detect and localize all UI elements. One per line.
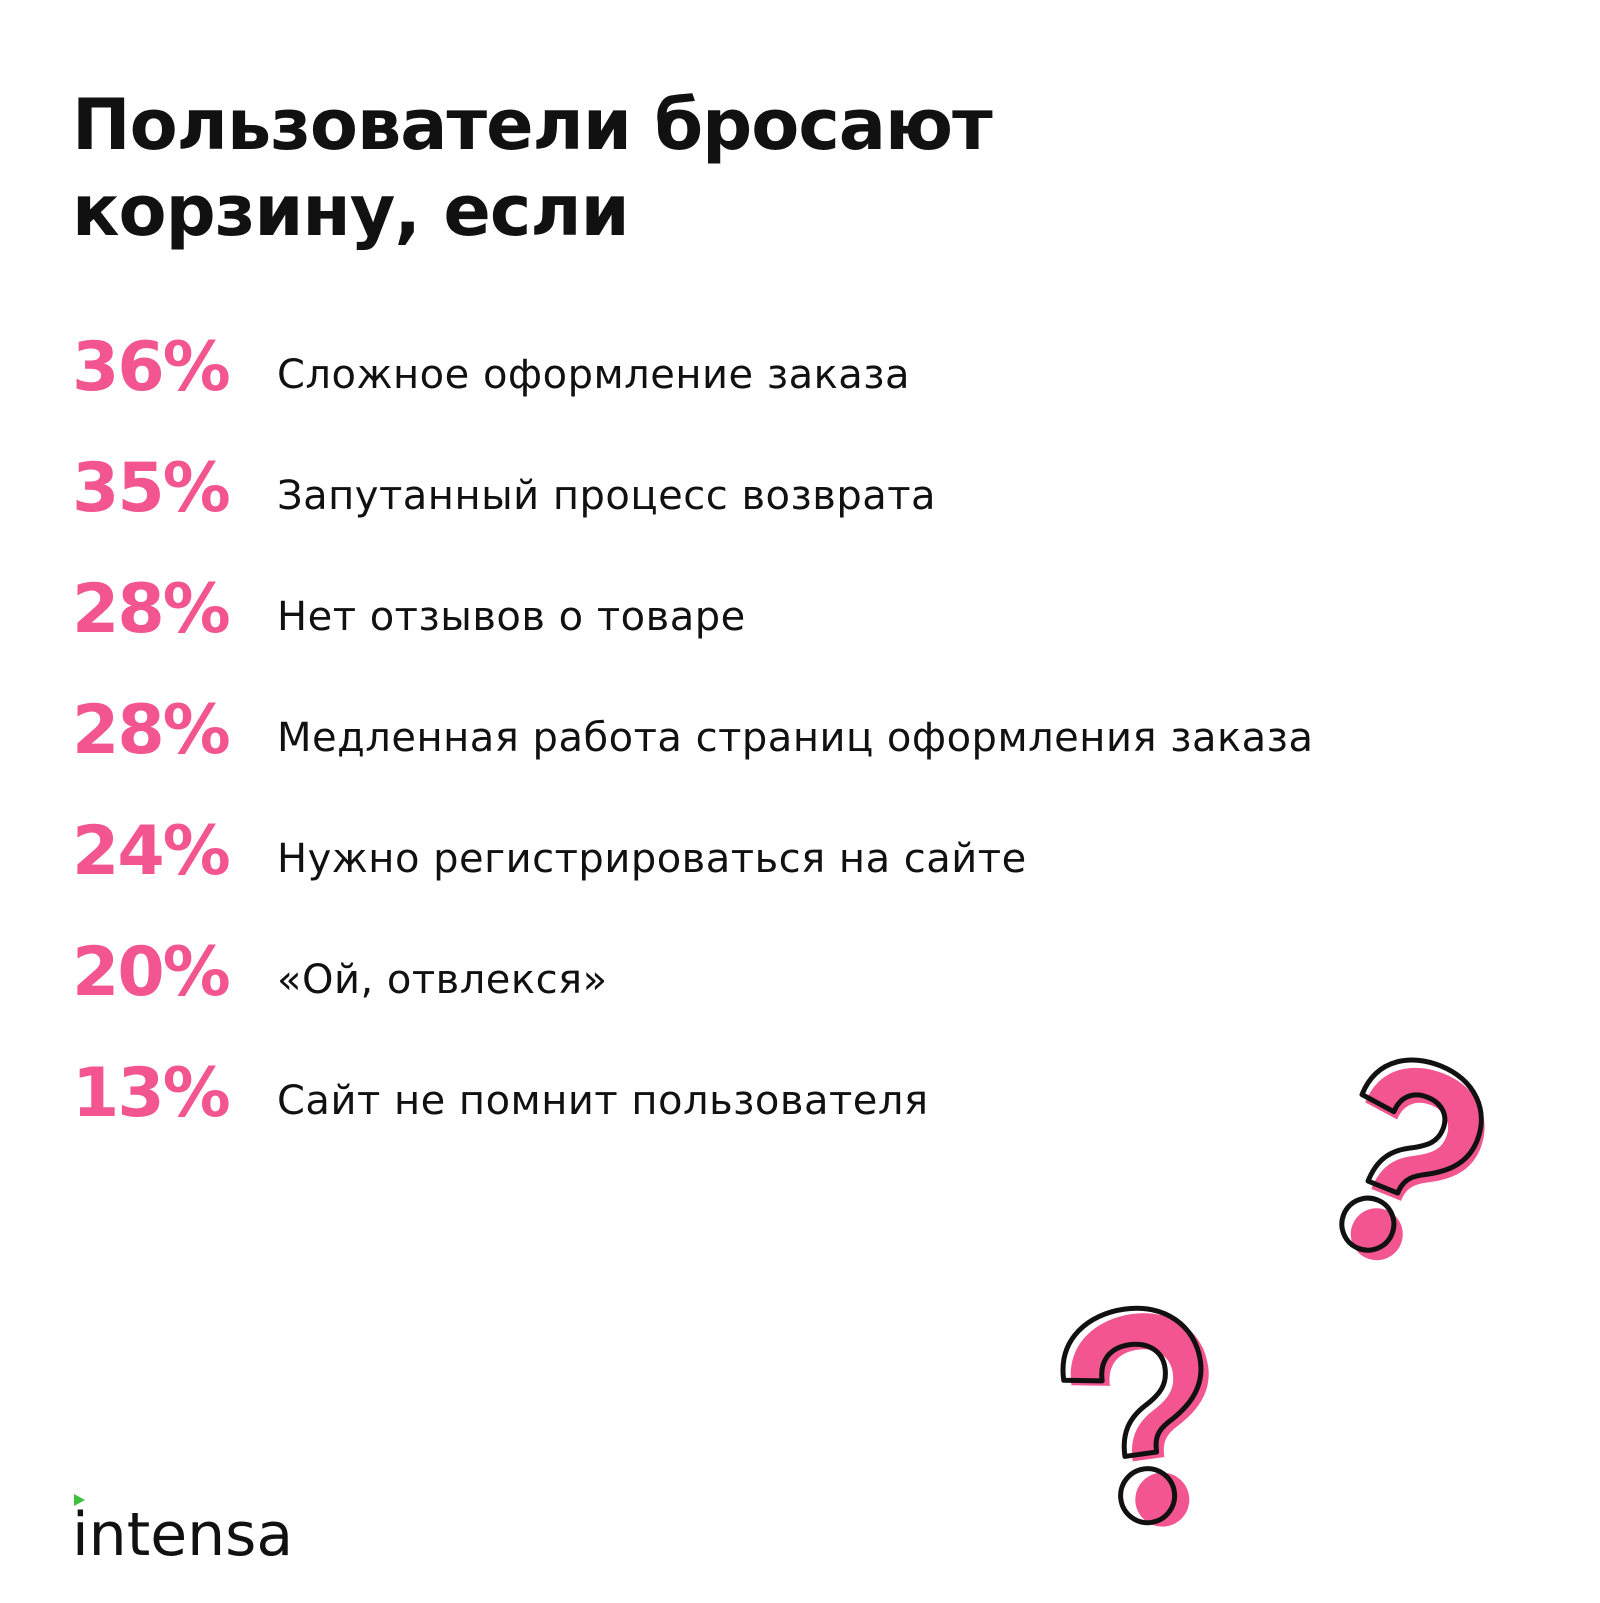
stat-label: Запутанный процесс возврата bbox=[277, 473, 937, 519]
stat-row: 28% Нет отзывов о товаре bbox=[72, 560, 746, 660]
brand-logo: intensa bbox=[72, 1494, 332, 1570]
question-mark-icon bbox=[1339, 1057, 1485, 1261]
page-title-line-2: корзину, если bbox=[72, 170, 630, 252]
stat-percent: 36% bbox=[72, 328, 231, 407]
stat-label: Нет отзывов о товаре bbox=[277, 594, 746, 640]
stat-percent: 20% bbox=[72, 933, 231, 1012]
stat-row: 20% «Ой, отвлекся» bbox=[72, 923, 608, 1023]
stat-percent: 24% bbox=[72, 812, 231, 891]
stat-label: Сайт не помнит пользователя bbox=[277, 1078, 929, 1124]
stat-row: 13% Сайт не помнит пользователя bbox=[72, 1044, 929, 1144]
stat-percent: 13% bbox=[72, 1054, 231, 1133]
stat-percent: 28% bbox=[72, 691, 231, 770]
page-title: Пользователи бросают корзину, если bbox=[72, 82, 993, 254]
question-mark-icon bbox=[1060, 1305, 1209, 1527]
stat-percent: 28% bbox=[72, 570, 231, 649]
stat-row: 36% Сложное оформление заказа bbox=[72, 318, 910, 418]
page-title-line-1: Пользователи бросают bbox=[72, 84, 993, 166]
stat-row: 24% Нужно регистрироваться на сайте bbox=[72, 802, 1027, 902]
stat-label: Нужно регистрироваться на сайте bbox=[277, 836, 1027, 882]
stat-label: Сложное оформление заказа bbox=[277, 352, 911, 398]
stat-label: «Ой, отвлекся» bbox=[277, 957, 608, 1003]
brand-name: intensa bbox=[72, 1500, 294, 1570]
stat-percent: 35% bbox=[72, 449, 231, 528]
stat-label: Медленная работа страниц оформления зака… bbox=[277, 715, 1314, 761]
brand-mark-icon bbox=[74, 1494, 85, 1506]
stat-row: 28% Медленная работа страниц оформления … bbox=[72, 681, 1313, 781]
stat-row: 35% Запутанный процесс возврата bbox=[72, 439, 936, 539]
